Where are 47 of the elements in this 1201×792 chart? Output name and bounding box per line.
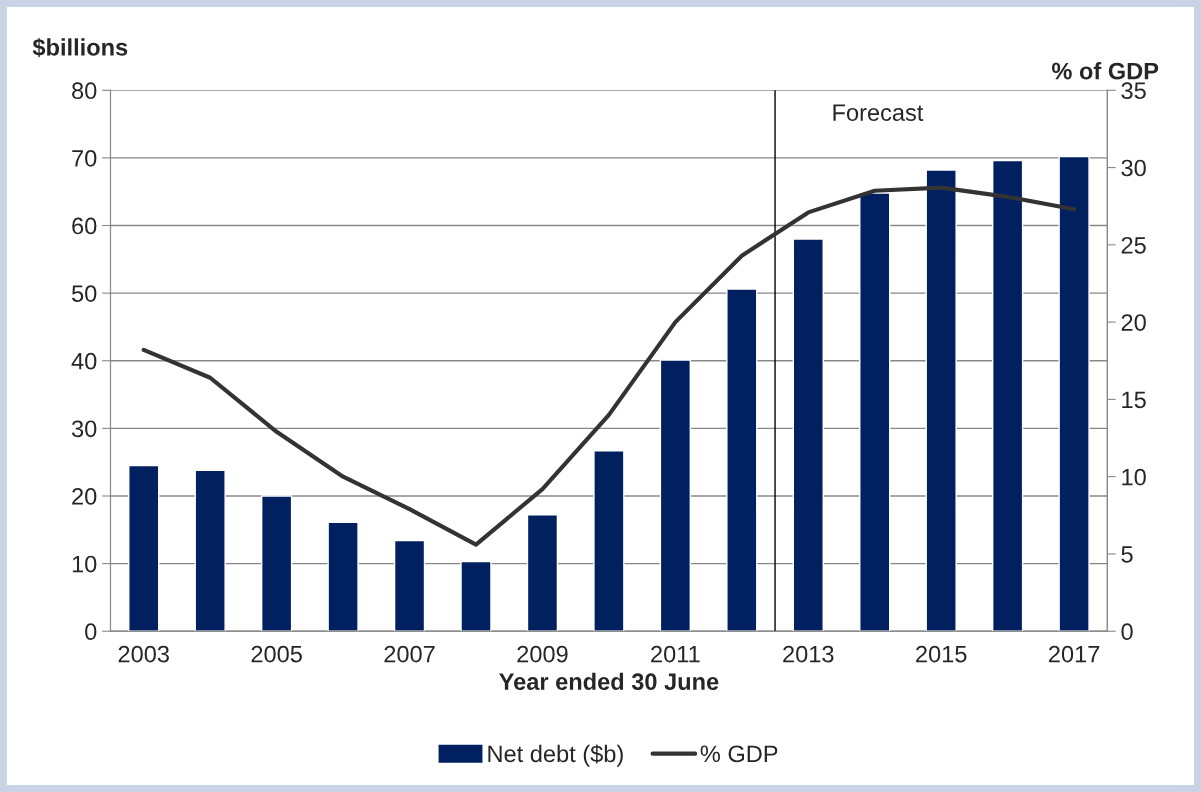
y-tick-label: 20	[72, 488, 97, 505]
y-axis-title: $billions	[32, 37, 128, 58]
bar	[859, 192, 891, 632]
y-tick-label: 60	[72, 217, 97, 235]
y2-tick-label: 15	[1122, 391, 1146, 409]
y2-tick-label: 20	[1121, 314, 1146, 331]
y2-axis-title: % of GDP	[1051, 62, 1159, 80]
y-tick-label: 0	[85, 623, 97, 641]
line-series	[141, 185, 1077, 547]
bar	[1058, 155, 1090, 632]
y-tick-label: 30	[71, 420, 97, 438]
x-tick-label: 2007	[384, 645, 435, 663]
x-tick-label: 2015	[916, 645, 967, 663]
legend-label: % GDP	[700, 745, 778, 763]
bar	[792, 238, 824, 632]
bar	[659, 359, 692, 632]
legend-label: Net debt ($b)	[488, 744, 623, 767]
x-tick-label: 2005	[251, 645, 302, 663]
x-tick-label: 2009	[517, 645, 568, 663]
x-tick-label: 2003	[118, 645, 169, 663]
bar	[460, 560, 492, 632]
y2-tick-label: 5	[1121, 546, 1133, 563]
bar	[991, 159, 1024, 632]
y-tick-label: 40	[71, 352, 97, 370]
y-tick-label: 70	[72, 149, 97, 167]
y-tick-label: 10	[72, 555, 97, 573]
x-tick-label: 2011	[651, 645, 700, 663]
y2-tick-label: 25	[1121, 236, 1146, 254]
bar	[726, 288, 758, 632]
y2-tick-label: 35	[1121, 82, 1146, 100]
bar	[593, 449, 625, 632]
y2-tick-label: 30	[1121, 159, 1146, 177]
bar	[925, 169, 957, 632]
bar	[128, 464, 160, 632]
y2-tick-label: 0	[1121, 623, 1133, 641]
x-tick-label: 2013	[783, 645, 834, 663]
bar	[260, 495, 293, 632]
x-tick-label: 2017	[1049, 645, 1100, 663]
y-tick-label: 50	[71, 285, 97, 302]
y-tick-label: 80	[72, 82, 97, 100]
x-axis-title: Year ended 30 June	[499, 672, 719, 691]
bar	[526, 514, 559, 632]
bar	[194, 469, 226, 632]
bar	[393, 539, 426, 632]
ref-line-label: Forecast	[833, 104, 924, 121]
bar	[327, 521, 359, 632]
y2-tick-label: 10	[1122, 468, 1146, 486]
